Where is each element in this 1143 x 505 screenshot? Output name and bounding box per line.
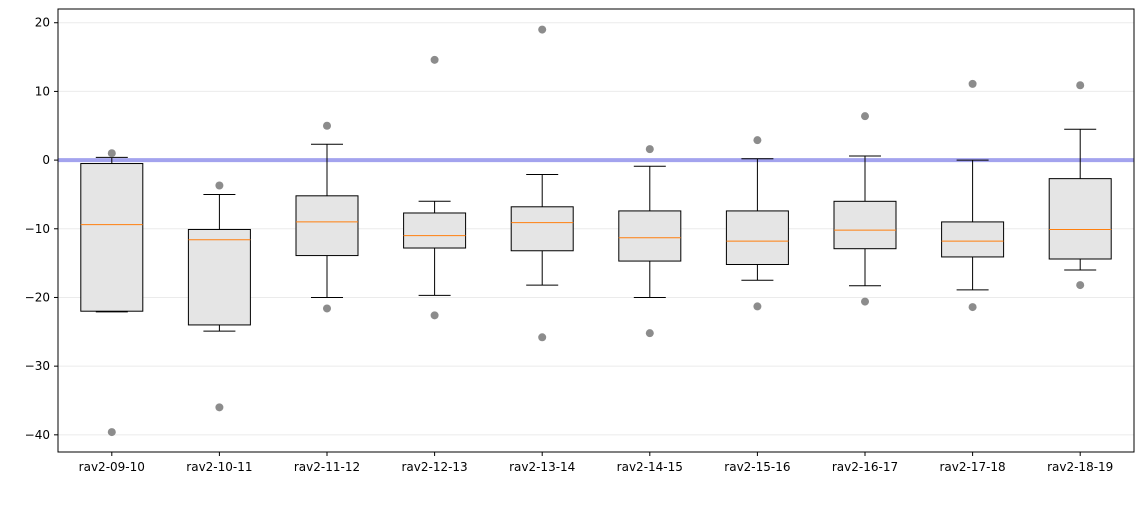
y-tick-label: −30: [25, 359, 50, 373]
outlier-point: [323, 304, 331, 313]
box: [618, 210, 682, 262]
x-tick-label: rav2-12-13: [401, 460, 467, 474]
box: [187, 228, 251, 326]
box-plot-rav2-09-10: [80, 149, 144, 437]
outlier-point: [645, 145, 654, 154]
box-plot-rav2-11-12: [295, 121, 359, 313]
box-plot-rav2-17-18: [941, 79, 1005, 312]
box: [725, 210, 789, 265]
outlier-point: [753, 136, 762, 145]
box: [510, 206, 574, 252]
x-tick-label: rav2-13-14: [509, 460, 575, 474]
box-plot-rav2-18-19: [1048, 81, 1112, 290]
box-plot-rav2-10-11: [187, 181, 251, 412]
y-axis: 20 10 0 −10 −20 −30 −40: [25, 16, 58, 442]
box: [403, 212, 467, 249]
box-layer: [80, 25, 1112, 437]
box: [1048, 178, 1112, 260]
x-axis: rav2-09-10 rav2-10-11 rav2-11-12 rav2-12-13…: [79, 452, 1113, 474]
x-tick-label: rav2-16-17: [832, 460, 898, 474]
y-tick-label: −10: [25, 222, 50, 236]
x-tick-label: rav2-10-11: [186, 460, 252, 474]
outlier-point: [107, 428, 116, 437]
x-tick-label: rav2-17-18: [939, 460, 1005, 474]
box-plot-rav2-16-17: [833, 112, 897, 306]
outlier-point: [1076, 81, 1085, 90]
box: [295, 195, 359, 257]
x-tick-label: rav2-14-15: [617, 460, 683, 474]
outlier-point: [968, 303, 977, 312]
x-tick-label: rav2-15-16: [724, 460, 790, 474]
y-tick-label: 10: [35, 84, 50, 98]
box: [833, 200, 897, 250]
box-plot-rav2-15-16: [725, 136, 789, 311]
outlier-point: [215, 403, 224, 412]
outlier-point: [215, 181, 224, 190]
outlier-point: [645, 329, 654, 338]
outlier-point: [538, 333, 547, 342]
outlier-point: [538, 25, 547, 34]
outlier-point: [861, 112, 869, 121]
box-plot-rav2-14-15: [618, 145, 682, 338]
outlier-point: [323, 121, 331, 130]
y-tick-label: −20: [25, 290, 50, 304]
outlier-point: [861, 297, 869, 306]
box: [941, 221, 1005, 258]
box: [80, 163, 144, 312]
outlier-point: [968, 79, 977, 88]
x-tick-label: rav2-18-19: [1047, 460, 1113, 474]
outlier-point: [107, 149, 116, 158]
plot-area-frame: [57, 8, 1135, 453]
x-tick-label: rav2-09-10: [79, 460, 145, 474]
outlier-point: [430, 311, 439, 320]
y-tick-label: 20: [35, 16, 50, 30]
box-plot-rav2-13-14: [510, 25, 574, 342]
outlier-point: [430, 55, 439, 64]
box-plot-rav2-12-13: [403, 55, 467, 320]
y-tick-label: −40: [25, 428, 50, 442]
x-tick-label: rav2-11-12: [294, 460, 360, 474]
y-tick-label: 0: [42, 153, 50, 167]
outlier-point: [753, 302, 762, 311]
outlier-point: [1076, 281, 1085, 290]
